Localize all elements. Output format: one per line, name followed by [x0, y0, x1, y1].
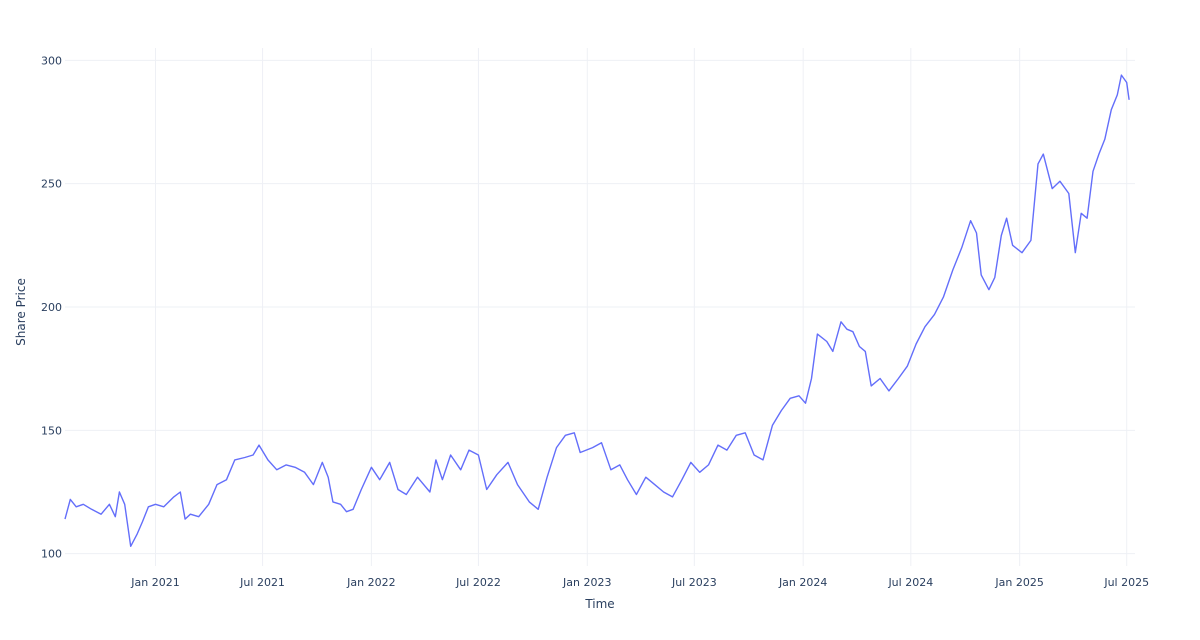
x-tick-label: Jul 2022: [455, 576, 501, 589]
x-tick-label: Jan 2021: [130, 576, 179, 589]
x-tick-label: Jul 2021: [239, 576, 285, 589]
y-tick-label: 250: [41, 178, 62, 191]
tick-labels: 100 150 200 250 300 Jan 2021 Jul 2021 Jan 2022 J…: [41, 54, 1149, 589]
x-tick-label: Jan 2024: [778, 576, 827, 589]
x-tick-label: Jan 2023: [562, 576, 611, 589]
series-layer: [64, 74, 1130, 547]
x-tick-label: Jan 2025: [994, 576, 1043, 589]
y-tick-label: 200: [41, 301, 62, 314]
x-tick-label: Jan 2022: [346, 576, 395, 589]
y-axis-title: Share Price: [14, 278, 28, 346]
x-tick-label: Jul 2024: [887, 576, 933, 589]
x-axis-title: Time: [584, 597, 614, 611]
x-tick-label: Jul 2025: [1103, 576, 1149, 589]
x-tick-label: Jul 2023: [671, 576, 717, 589]
share-price-series-line: [64, 74, 1130, 547]
y-tick-label: 300: [41, 54, 62, 67]
y-tick-label: 100: [41, 548, 62, 561]
grid: [65, 48, 1135, 566]
y-tick-label: 150: [41, 424, 62, 437]
